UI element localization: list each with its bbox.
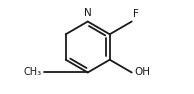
Text: OH: OH xyxy=(135,67,151,77)
Text: F: F xyxy=(133,9,139,19)
Text: CH₃: CH₃ xyxy=(24,67,42,77)
Text: N: N xyxy=(84,8,92,18)
